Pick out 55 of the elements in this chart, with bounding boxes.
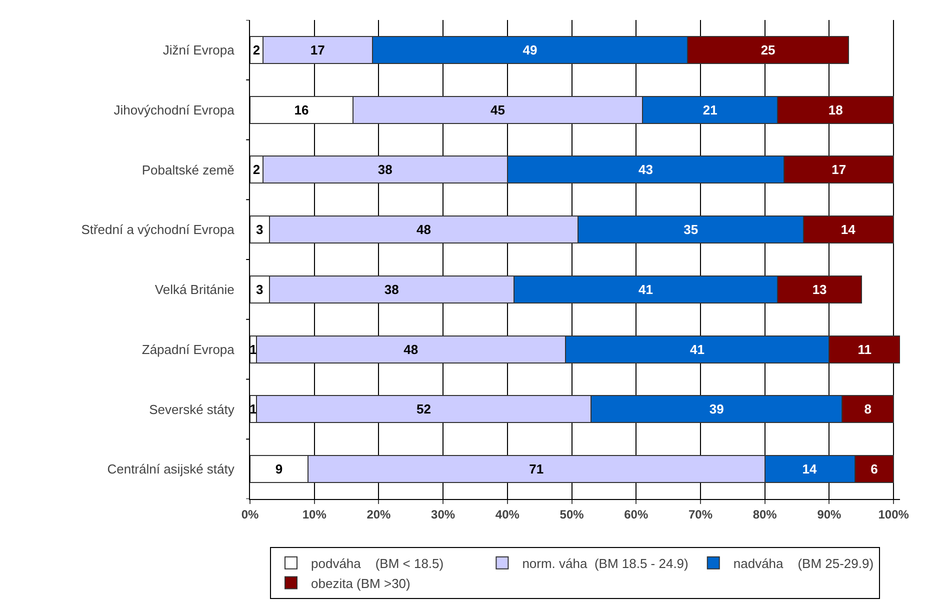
x-tick-label: 100%: [878, 507, 910, 522]
data-label: 43: [638, 162, 654, 178]
data-label: 48: [416, 222, 431, 238]
y-tick-label: Jižní Evropa: [162, 42, 236, 58]
data-label: 14: [802, 462, 818, 477]
data-label: 1: [250, 342, 257, 357]
x-tick-label: 60%: [624, 507, 648, 522]
data-label: 9: [275, 462, 283, 477]
data-label: 21: [702, 102, 718, 118]
data-label: 41: [690, 342, 705, 357]
data-label: 18: [828, 102, 843, 118]
y-tick-label: Západní Evropa: [142, 342, 236, 357]
data-label: 48: [404, 342, 418, 357]
data-label: 2: [252, 42, 260, 58]
data-label: 52: [416, 402, 431, 417]
data-label: 45: [490, 102, 506, 118]
data-label: 3: [256, 222, 264, 238]
legend-label: obezita (BM >30): [311, 576, 410, 591]
data-label: 16: [294, 102, 309, 118]
x-tick-label: 0%: [241, 507, 259, 522]
x-tick-label: 40%: [495, 507, 520, 522]
data-label: 2: [252, 162, 260, 178]
y-tick-label: Střední a východní Evropa: [81, 222, 236, 238]
y-tick-label: Pobaltské země: [142, 162, 234, 178]
data-label: 14: [840, 222, 856, 238]
y-tick-label: Velká Británie: [154, 282, 234, 297]
data-label: 13: [812, 282, 827, 297]
data-label: 3: [256, 282, 264, 297]
data-label: 11: [858, 342, 872, 357]
y-tick-label: Centrální asijské státy: [107, 462, 235, 477]
data-label: 8: [864, 402, 872, 417]
data-label: 6: [870, 462, 878, 477]
legend-label: norm. váha (BM 18.5 - 24.9): [522, 556, 688, 571]
data-label: 71: [529, 462, 544, 477]
data-label: 17: [310, 42, 325, 58]
y-tick-label: Jihovýchodní Evropa: [114, 102, 236, 118]
y-tick-label: Severské státy: [149, 402, 235, 417]
legend-label: nadváha (BM 25-29.9): [733, 556, 874, 571]
data-label: 35: [684, 222, 698, 238]
legend-label: podváha (BM < 18.5): [311, 556, 444, 571]
data-label: 39: [709, 402, 724, 417]
x-tick-label: 80%: [752, 507, 778, 522]
data-label: 41: [638, 282, 654, 297]
x-tick-label: 10%: [302, 507, 327, 522]
x-tick-label: 70%: [688, 507, 713, 522]
data-label: 38: [378, 162, 392, 178]
data-label: 17: [832, 162, 846, 178]
data-label: 1: [250, 402, 257, 417]
data-label: 38: [384, 282, 399, 297]
data-label: 25: [760, 42, 776, 58]
x-tick-label: 50%: [560, 507, 584, 522]
x-tick-label: 20%: [366, 507, 392, 522]
x-tick-label: 30%: [431, 507, 456, 522]
data-label: 49: [522, 42, 538, 58]
x-tick-label: 90%: [817, 507, 842, 522]
